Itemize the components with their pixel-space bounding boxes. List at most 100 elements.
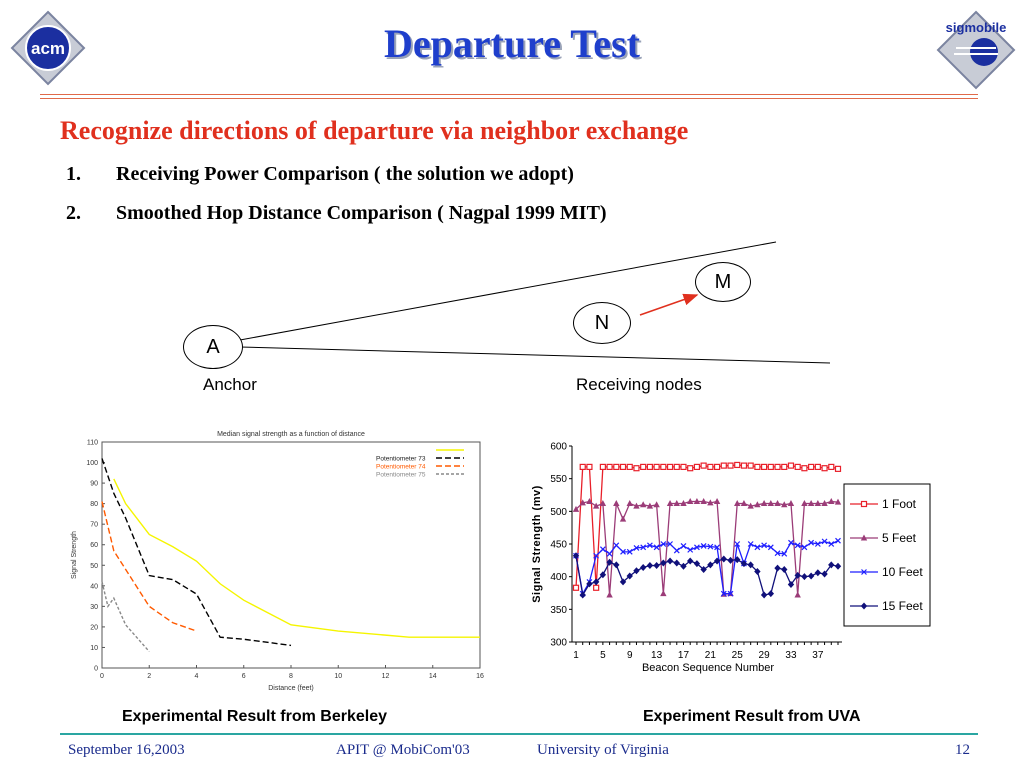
anchor-label: Anchor bbox=[203, 375, 257, 394]
series-line bbox=[101, 581, 150, 653]
data-point bbox=[774, 564, 781, 572]
data-point bbox=[754, 463, 761, 471]
data-point bbox=[740, 462, 748, 469]
data-point bbox=[814, 463, 821, 471]
x-tick-label: 8 bbox=[289, 673, 293, 680]
node-n-label: N bbox=[594, 312, 610, 334]
series-line bbox=[575, 540, 839, 596]
series-line bbox=[575, 464, 839, 588]
data-point bbox=[606, 550, 613, 557]
data-point bbox=[700, 498, 707, 505]
data-point bbox=[693, 544, 700, 551]
data-point bbox=[794, 463, 801, 471]
series-group bbox=[572, 498, 842, 598]
x-tick-label: 16 bbox=[476, 673, 484, 680]
x-tick-label: 13 bbox=[651, 650, 663, 661]
svg-text:acm: acm bbox=[31, 39, 65, 58]
data-point bbox=[660, 463, 667, 471]
data-point bbox=[599, 463, 606, 471]
series-line bbox=[101, 501, 197, 632]
data-point bbox=[781, 501, 788, 508]
data-point bbox=[834, 498, 842, 505]
x-tick-label: 14 bbox=[429, 673, 437, 680]
data-point bbox=[821, 499, 828, 506]
data-point bbox=[747, 502, 754, 509]
legend-label: Potentiometer 74 bbox=[376, 464, 426, 471]
data-point bbox=[808, 463, 815, 471]
list-item-text: Receiving Power Comparison ( the solutio… bbox=[116, 163, 574, 185]
legend-label: 1 Foot bbox=[882, 497, 917, 511]
data-point bbox=[653, 463, 660, 471]
data-point bbox=[821, 570, 828, 578]
list-item-text: Smoothed Hop Distance Comparison ( Nagpa… bbox=[116, 202, 607, 224]
data-point bbox=[714, 544, 721, 551]
legend-label: Potentiometer 73 bbox=[376, 456, 426, 463]
data-point bbox=[593, 552, 600, 559]
y-tick-label: 500 bbox=[550, 507, 567, 518]
data-point bbox=[579, 499, 586, 506]
data-point bbox=[740, 499, 748, 506]
y-tick-label: 30 bbox=[90, 604, 98, 611]
data-point bbox=[586, 498, 593, 505]
data-point bbox=[747, 541, 754, 547]
data-point bbox=[666, 499, 674, 506]
y-tick-label: 450 bbox=[550, 540, 567, 551]
node-n: N bbox=[573, 302, 631, 344]
data-point bbox=[653, 544, 660, 551]
data-point bbox=[673, 463, 680, 471]
data-point bbox=[707, 561, 714, 569]
data-point bbox=[572, 584, 580, 591]
data-point bbox=[626, 463, 633, 471]
node-m: M bbox=[695, 262, 751, 302]
data-point bbox=[747, 462, 754, 469]
y-tick-label: 50 bbox=[90, 563, 98, 570]
data-point bbox=[606, 463, 613, 471]
data-point bbox=[774, 499, 781, 506]
data-point bbox=[619, 463, 627, 471]
x-tick-label: 25 bbox=[732, 650, 744, 661]
data-point bbox=[700, 462, 707, 469]
data-point bbox=[713, 557, 721, 565]
footer-date: September 16,2003 bbox=[68, 742, 185, 758]
x-tick-label: 17 bbox=[678, 650, 690, 661]
data-point bbox=[586, 463, 593, 471]
data-point bbox=[713, 463, 721, 471]
data-point bbox=[720, 462, 727, 469]
berkeley-chart: Median signal strength as a function of … bbox=[71, 431, 484, 692]
data-point bbox=[646, 463, 653, 471]
x-tick-label: 21 bbox=[705, 650, 717, 661]
caption-right: Experiment Result from UVA bbox=[643, 708, 861, 725]
legend-label: 15 Feet bbox=[882, 599, 923, 613]
series-line bbox=[575, 555, 839, 597]
acm-logo: acm bbox=[8, 8, 88, 88]
y-tick-label: 350 bbox=[550, 605, 567, 616]
data-point bbox=[680, 543, 687, 549]
footer-venue: APIT @ MobiCom'03 bbox=[336, 742, 470, 758]
data-point bbox=[620, 548, 626, 555]
y-tick-label: 80 bbox=[90, 501, 98, 508]
caption-left: Experimental Result from Berkeley bbox=[122, 708, 387, 725]
x-tick-label: 29 bbox=[759, 650, 771, 661]
data-point bbox=[821, 465, 828, 472]
data-point bbox=[834, 562, 842, 570]
series-group bbox=[573, 537, 841, 597]
data-point bbox=[734, 541, 741, 547]
list-item-number: 2. bbox=[66, 202, 81, 224]
data-point bbox=[680, 499, 687, 506]
svg-text:sigmobile: sigmobile bbox=[946, 20, 1007, 35]
x-tick-label: 0 bbox=[100, 673, 104, 680]
x-tick-label: 6 bbox=[242, 673, 246, 680]
data-point bbox=[754, 544, 761, 551]
data-point bbox=[814, 569, 822, 577]
list-item: 2. Smoothed Hop Distance Comparison ( Nag… bbox=[66, 202, 607, 225]
data-point bbox=[693, 463, 701, 471]
data-point bbox=[727, 556, 734, 564]
data-point bbox=[666, 463, 674, 471]
y-tick-label: 100 bbox=[86, 460, 98, 467]
y-tick-label: 40 bbox=[90, 583, 98, 590]
data-point bbox=[774, 550, 781, 557]
data-point bbox=[640, 544, 647, 551]
footer-org: University of Virginia bbox=[537, 742, 669, 758]
data-point bbox=[687, 546, 694, 553]
data-point bbox=[640, 463, 647, 471]
